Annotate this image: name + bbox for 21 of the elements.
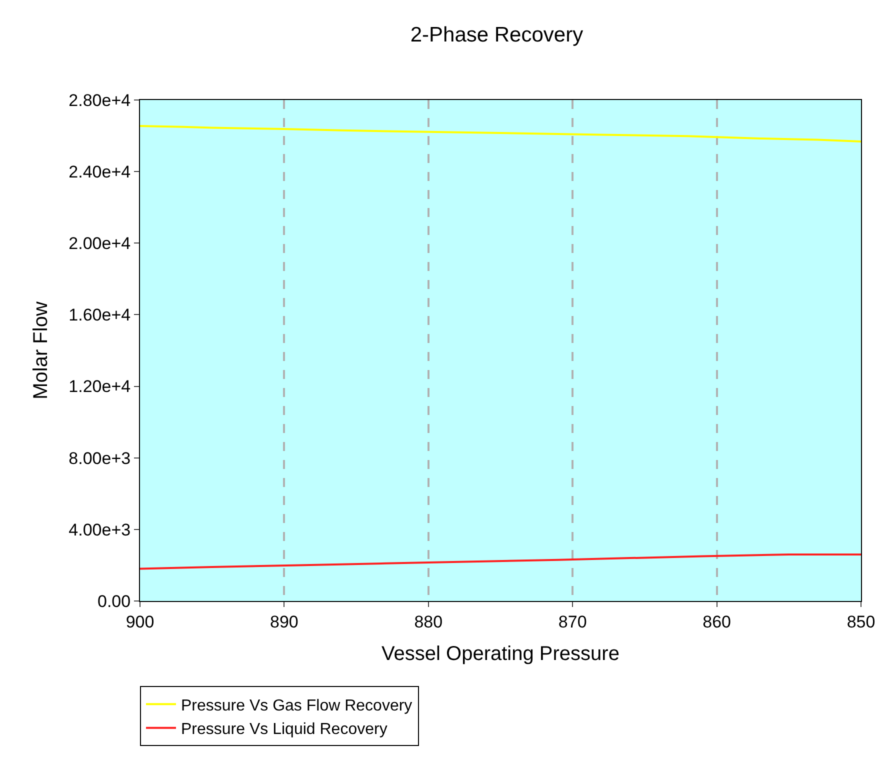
chart-title: 2-Phase Recovery	[410, 24, 584, 47]
x-axis-title: Vessel Operating Pressure	[382, 642, 620, 665]
y-tick-label: 1.20e+4	[68, 377, 131, 396]
legend-label: Pressure Vs Gas Flow Recovery	[181, 697, 412, 714]
y-tick-label: 4.00e+3	[68, 520, 131, 540]
y-tick-label: 2.40e+4	[68, 162, 131, 182]
y-tick-label: 0.00	[98, 592, 131, 611]
y-tick-label: 8.00e+3	[68, 448, 131, 468]
legend-label: Pressure Vs Liquid Recovery	[181, 721, 388, 738]
x-tick-label: 880	[414, 612, 443, 632]
line-series	[140, 553, 861, 570]
x-tick-label: 870	[558, 612, 587, 632]
x-tick-label: 860	[702, 612, 731, 632]
y-tick-label: 1.60e+4	[68, 306, 131, 325]
x-tick-label: 900	[126, 612, 154, 632]
y-tick-label: 2.00e+4	[68, 234, 131, 254]
x-tick-label: 850	[846, 612, 876, 632]
y-tick-label: 2.80e+4	[68, 90, 131, 110]
y-axis-title: Molar Flow	[30, 301, 52, 400]
line-series	[140, 124, 861, 143]
x-tick-label: 890	[270, 612, 298, 632]
